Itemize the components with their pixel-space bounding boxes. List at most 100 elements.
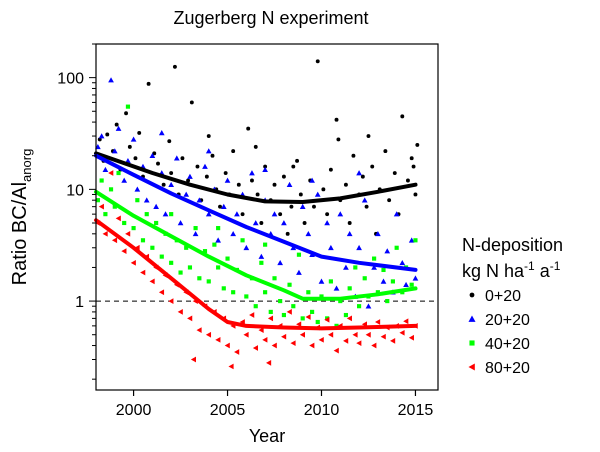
legend-item-0+20: 0+20 bbox=[469, 288, 521, 305]
point-20+20-66 bbox=[403, 281, 409, 288]
point-20+20-28 bbox=[224, 177, 231, 183]
point-0+20-78 bbox=[411, 164, 416, 169]
point-20+20-67 bbox=[408, 237, 415, 243]
point-0+20-66 bbox=[392, 171, 397, 175]
legend-marker-40+20 bbox=[469, 340, 475, 346]
point-80+20-12 bbox=[149, 278, 155, 285]
y-tick-label-1: 1 bbox=[75, 294, 84, 311]
point-40+20-24 bbox=[206, 279, 211, 284]
point-20+20-61 bbox=[380, 278, 387, 284]
point-40+20-11 bbox=[144, 212, 149, 217]
point-80+20-63 bbox=[390, 338, 396, 344]
point-20+20-7 bbox=[125, 157, 131, 164]
point-20+20-73 bbox=[356, 170, 362, 176]
point-40+20-27 bbox=[221, 286, 226, 291]
point-20+20-18 bbox=[177, 220, 184, 226]
point-80+20-7 bbox=[125, 230, 131, 237]
point-40+20-38 bbox=[272, 276, 277, 281]
point-20+20-51 bbox=[333, 285, 340, 291]
point-80+20-42 bbox=[290, 340, 296, 347]
point-40+20-59 bbox=[372, 256, 377, 261]
point-40+20-1 bbox=[99, 178, 104, 183]
legend-units-sup1: -1 bbox=[524, 259, 535, 273]
point-80+20-37 bbox=[267, 315, 274, 322]
point-0+20-50 bbox=[321, 187, 326, 192]
point-40+20-22 bbox=[197, 276, 202, 281]
point-80+20-32 bbox=[243, 331, 249, 338]
point-40+20-64 bbox=[394, 245, 399, 250]
point-0+20-31 bbox=[236, 182, 241, 187]
point-0+20-14 bbox=[161, 182, 166, 187]
point-40+20-23 bbox=[202, 249, 208, 254]
point-80+20-30 bbox=[234, 349, 240, 355]
point-80+20-18 bbox=[177, 309, 183, 315]
point-20+20-23 bbox=[202, 163, 208, 169]
point-80+20-16 bbox=[168, 298, 174, 304]
point-40+20-29 bbox=[231, 290, 236, 295]
point-40+20-52 bbox=[338, 299, 343, 304]
point-80+20-43 bbox=[296, 321, 302, 328]
point-20+20-41 bbox=[286, 181, 293, 188]
point-40+20-57 bbox=[362, 276, 367, 281]
point-40+20-16 bbox=[169, 260, 174, 265]
point-0+20-64 bbox=[383, 149, 388, 154]
point-20+20-5 bbox=[115, 125, 122, 131]
point-0+20-61 bbox=[370, 164, 375, 169]
point-40+20-44 bbox=[300, 316, 305, 321]
point-20+20-52 bbox=[337, 211, 344, 217]
x-axis: 2000 2005 2010 2015 bbox=[116, 390, 433, 419]
point-20+20-15 bbox=[162, 211, 169, 217]
point-20+20-56 bbox=[356, 244, 362, 251]
point-20+20-32 bbox=[243, 244, 250, 251]
point-20+20-65 bbox=[399, 259, 406, 266]
point-40+20-21 bbox=[193, 226, 198, 231]
point-0+20-49 bbox=[315, 59, 320, 64]
legend-title-line1: N-deposition bbox=[462, 235, 563, 255]
point-40+20-62 bbox=[385, 299, 390, 304]
point-20+20-45 bbox=[305, 230, 312, 237]
point-0+20-69 bbox=[405, 178, 410, 183]
trend-lines bbox=[94, 151, 418, 331]
point-20+20-13 bbox=[153, 203, 159, 209]
legend-label-0+20: 0+20 bbox=[485, 288, 521, 305]
point-0+20-46 bbox=[302, 221, 307, 225]
point-20+20-47 bbox=[314, 191, 321, 197]
point-0+20-11 bbox=[146, 81, 151, 86]
point-20+20-38 bbox=[271, 211, 278, 217]
trend-line-20+20 bbox=[94, 153, 418, 272]
point-80+20-26 bbox=[215, 336, 221, 343]
point-40+20-39 bbox=[278, 299, 283, 304]
point-40+20-37 bbox=[268, 309, 273, 314]
x-axis-label: Year bbox=[249, 426, 285, 446]
point-80+20-14 bbox=[158, 289, 165, 296]
chart-title: Zugerberg N experiment bbox=[173, 8, 368, 28]
point-0+20-25 bbox=[210, 153, 215, 158]
point-80+20-45 bbox=[305, 314, 311, 320]
point-20+20-3 bbox=[108, 77, 114, 83]
point-40+20-43 bbox=[296, 252, 302, 257]
point-40+20-5 bbox=[116, 170, 121, 176]
point-0+20-4 bbox=[114, 122, 119, 127]
point-0+20-6 bbox=[124, 111, 129, 116]
point-20+20-39 bbox=[277, 259, 284, 266]
point-0+20-76 bbox=[336, 137, 341, 142]
point-80+20-2 bbox=[102, 230, 108, 237]
point-0+20-68 bbox=[400, 114, 405, 119]
point-80+20-59 bbox=[371, 342, 377, 349]
point-0+20-37 bbox=[263, 164, 268, 169]
point-40+20-10 bbox=[140, 238, 146, 243]
point-0+20-74 bbox=[253, 144, 258, 149]
point-80+20-71 bbox=[266, 359, 272, 366]
point-20+20-9 bbox=[134, 186, 141, 192]
point-0+20-52 bbox=[328, 167, 333, 172]
legend: N-deposition kg N ha-1 a-1 0+2020+2040+2… bbox=[462, 235, 563, 377]
point-20+20-71 bbox=[262, 166, 268, 172]
point-0+20-65 bbox=[387, 198, 392, 203]
point-0+20-24 bbox=[204, 174, 209, 179]
legend-item-40+20: 40+20 bbox=[469, 336, 530, 353]
point-20+20-34 bbox=[252, 220, 259, 226]
point-0+20-72 bbox=[415, 142, 420, 147]
point-80+20-8 bbox=[130, 259, 136, 266]
point-80+20-44 bbox=[299, 331, 305, 338]
y-axis-label-sub: anorg bbox=[19, 149, 34, 182]
